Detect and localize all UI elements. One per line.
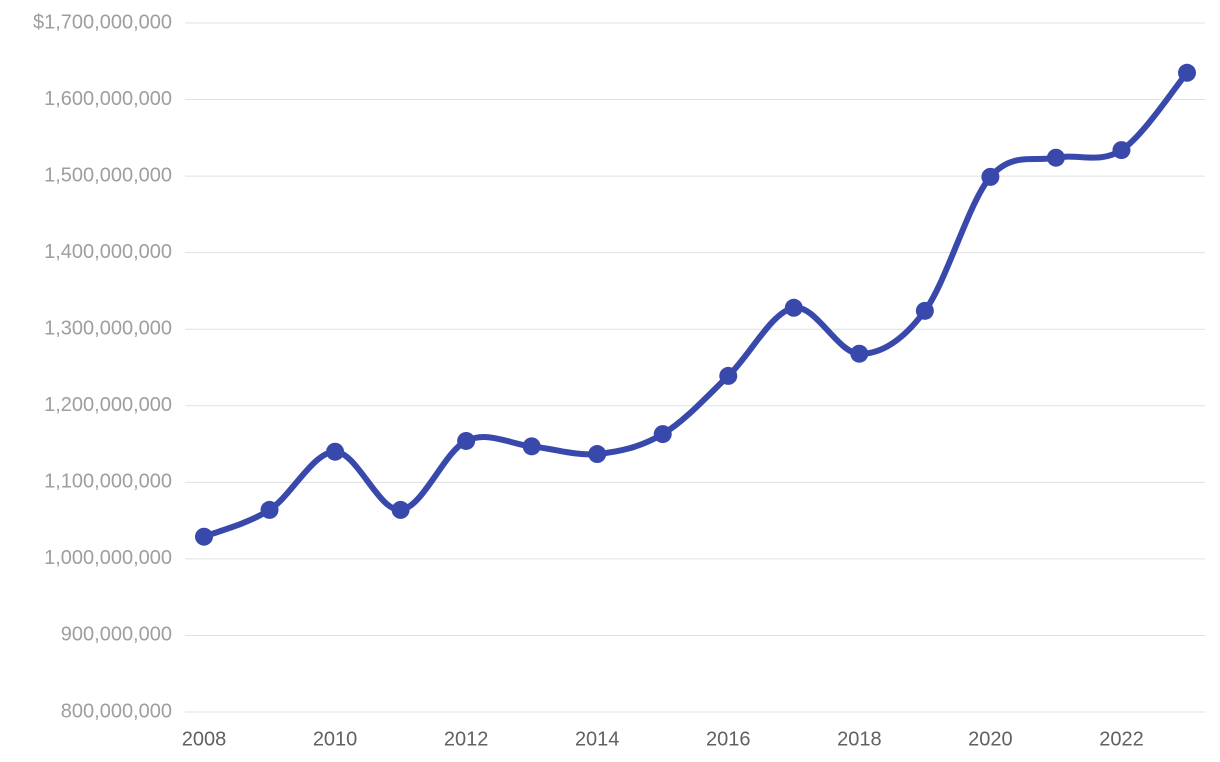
x-tick-label: 2018	[837, 728, 882, 750]
y-tick-label: 900,000,000	[61, 624, 172, 646]
point	[1178, 63, 1196, 82]
x-tick-label: 2016	[706, 728, 751, 750]
point	[195, 527, 213, 546]
point	[457, 431, 476, 450]
y-tick-label: 1,600,000,000	[44, 88, 172, 110]
point	[391, 500, 410, 519]
point	[260, 500, 279, 519]
x-tick-label: 2012	[444, 728, 489, 750]
point	[326, 442, 345, 461]
x-tick-label: 2010	[313, 728, 358, 750]
point	[719, 366, 738, 385]
line	[202, 70, 1190, 540]
point	[653, 425, 672, 444]
point	[784, 298, 803, 317]
y-tick-label: 1,400,000,000	[44, 241, 172, 263]
point	[588, 445, 607, 464]
point	[915, 301, 934, 320]
y-tick-label: 1,000,000,000	[44, 547, 172, 569]
point	[1046, 148, 1065, 167]
x-tick-label: 2020	[968, 728, 1013, 750]
y-tick-label: 1,300,000,000	[44, 318, 172, 340]
y-tick-label: 1,500,000,000	[44, 164, 172, 186]
y-tick-label: 1,100,000,000	[44, 471, 172, 493]
x-tick-label: 2008	[182, 728, 227, 750]
x-tick-label: 2014	[575, 728, 620, 750]
point	[522, 437, 541, 456]
point	[1112, 141, 1131, 160]
y-tick-label: 1,200,000,000	[44, 394, 172, 416]
x-tick-label: 2022	[1099, 728, 1144, 750]
point	[981, 167, 1000, 186]
y-tick-label: 800,000,000	[61, 700, 172, 722]
y-tick-label: $1,700,000,000	[33, 11, 172, 33]
point	[850, 344, 869, 363]
